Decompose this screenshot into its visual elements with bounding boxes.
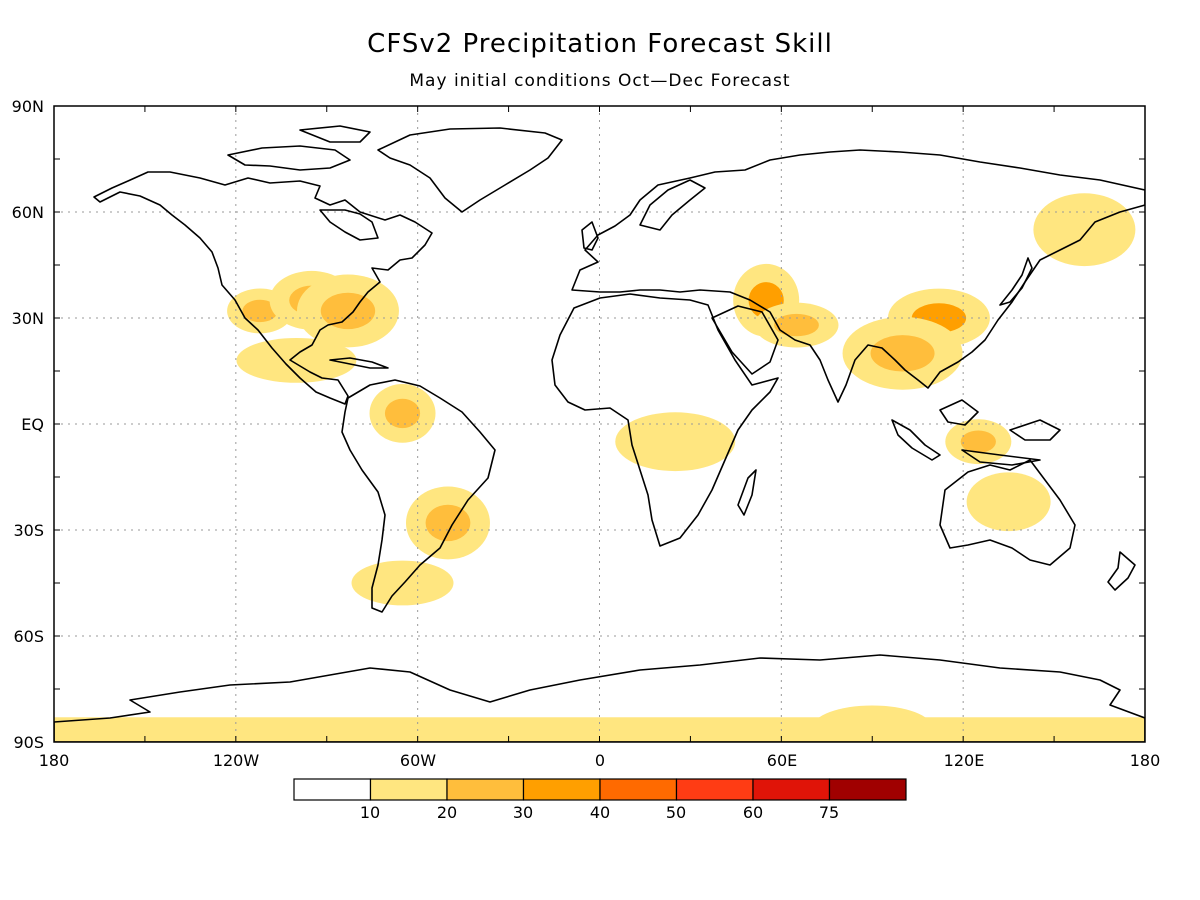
map-frame — [53, 105, 1146, 743]
coastline-arabia — [711, 305, 779, 375]
skill-cell — [960, 430, 996, 453]
colorbar-swatch — [599, 778, 678, 801]
lon-label: 60E — [767, 751, 797, 770]
coastline-north-america — [93, 171, 433, 405]
skill-region — [945, 419, 1012, 465]
coastline-japan — [999, 257, 1033, 306]
skill-cell — [986, 487, 1032, 517]
skill-cell — [840, 716, 905, 740]
skill-cell — [774, 313, 819, 337]
coastline-new-zealand — [1107, 551, 1136, 591]
skill-cell — [242, 299, 278, 323]
colorbar-swatch — [522, 778, 601, 801]
axis-ticks — [54, 106, 1145, 742]
skill-cell — [870, 335, 935, 372]
colorbar-label: 40 — [590, 803, 610, 822]
skill-region — [369, 384, 436, 443]
colorbar: 10 20 30 40 50 60 75 — [293, 778, 907, 822]
map-panel — [54, 106, 1145, 742]
colorbar-label: 30 — [513, 803, 533, 822]
coastline-scandinavia — [639, 179, 706, 231]
lat-label: 30N — [12, 309, 44, 328]
colorbar-label: 75 — [819, 803, 839, 822]
skill-region — [405, 486, 490, 560]
longitude-labels: 180 120W 60W 0 60E 120E 180 — [39, 751, 1161, 770]
colorbar-swatch — [369, 778, 448, 801]
coastline-uk — [581, 221, 599, 251]
lat-label: EQ — [21, 415, 44, 434]
coastline-maritime-continent — [891, 399, 1061, 466]
lat-label: 90S — [13, 733, 44, 752]
colorbar-boxes — [293, 778, 907, 801]
coastline-madagascar — [737, 469, 757, 516]
lon-label: 0 — [595, 751, 605, 770]
skill-cell — [384, 398, 421, 429]
lon-label: 180 — [1130, 751, 1161, 770]
coastline-greenland — [377, 127, 563, 213]
skill-cell — [375, 571, 430, 595]
lon-label: 60W — [400, 751, 436, 770]
lon-label: 180 — [39, 751, 70, 770]
coastlines — [54, 125, 1145, 742]
colorbar-swatch — [293, 778, 372, 801]
colorbar-swatch — [446, 778, 525, 801]
coastline-africa — [551, 293, 779, 547]
latitude-labels: 90N 60N 30N EQ 30S 60S 90S — [12, 97, 44, 752]
colorbar-label: 10 — [360, 803, 380, 822]
colorbar-label: 20 — [437, 803, 457, 822]
skill-region — [236, 338, 357, 383]
coastline-caribbean — [329, 357, 389, 369]
skill-region — [1033, 193, 1136, 267]
coastline-south-america — [341, 379, 496, 613]
lat-label: 90N — [12, 97, 44, 116]
coastline-antarctica — [54, 654, 1145, 742]
skill-cell — [643, 426, 708, 457]
chart-title: CFSv2 Precipitation Forecast Skill — [367, 29, 833, 59]
skill-cell — [320, 292, 376, 330]
skill-cell — [1057, 211, 1112, 248]
lon-label: 120W — [213, 751, 260, 770]
lon-label: 120E — [944, 751, 985, 770]
skill-region — [842, 316, 963, 390]
colorbar-swatch — [675, 778, 754, 801]
skill-region — [966, 472, 1051, 532]
lat-label: 60N — [12, 203, 44, 222]
colorbar-swatch — [752, 778, 831, 801]
lat-label: 60S — [13, 627, 44, 646]
colorbar-label: 50 — [666, 803, 686, 822]
gridlines — [54, 106, 1145, 742]
coastline-arctic-islands — [227, 125, 371, 171]
colorbar-swatch — [828, 778, 907, 801]
chart-subtitle: May initial conditions Oct—Dec Forecast — [409, 71, 790, 91]
skill-region — [812, 705, 933, 742]
colorbar-label: 60 — [743, 803, 763, 822]
skill-cell — [264, 349, 329, 372]
skill-cell — [425, 504, 471, 542]
coastline-hudson-bay — [319, 209, 379, 241]
skill-region — [351, 560, 454, 606]
lat-label: 30S — [13, 521, 44, 540]
skill-region — [615, 412, 736, 472]
skill-region — [296, 274, 399, 348]
coastline-australia — [939, 459, 1076, 566]
